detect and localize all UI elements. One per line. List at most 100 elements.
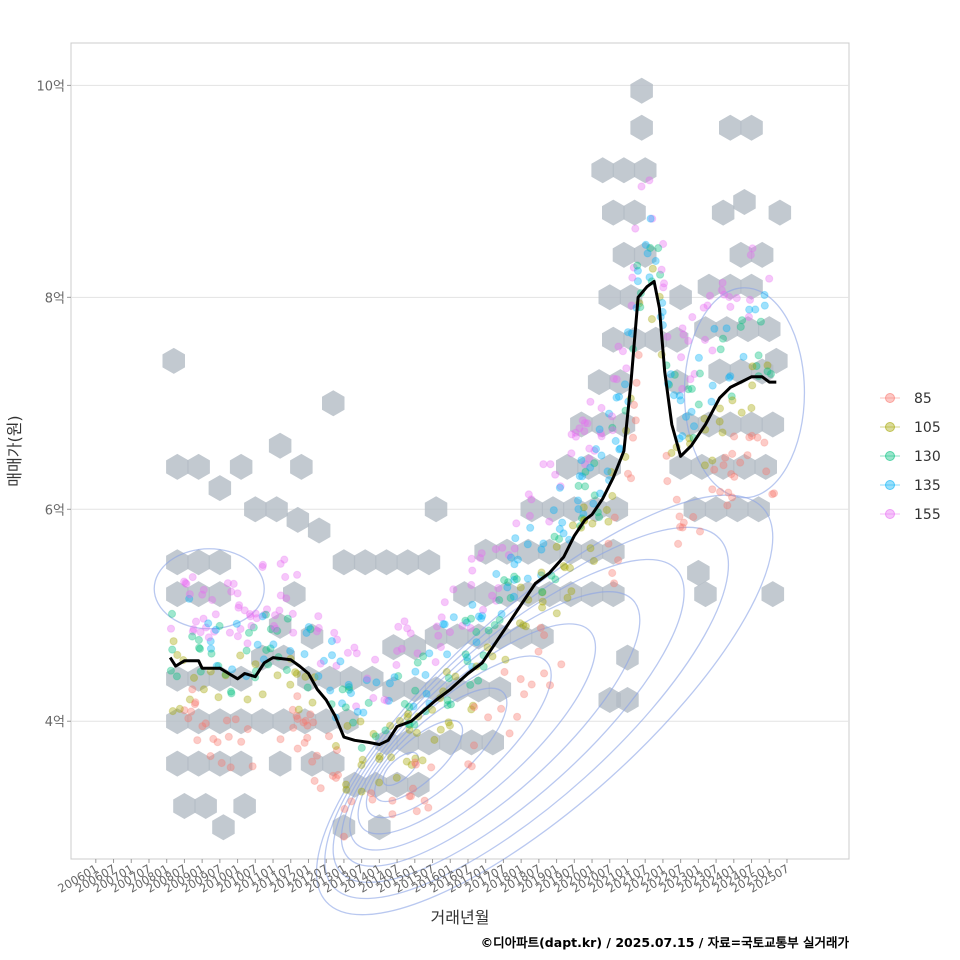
scatter-point bbox=[756, 317, 766, 326]
scatter-point bbox=[340, 804, 349, 814]
scatter-point bbox=[573, 496, 583, 505]
x-axis-ticks: 2006012006072007012007072008012008072009… bbox=[55, 859, 791, 896]
scatter-point bbox=[559, 529, 568, 538]
scatter-point bbox=[299, 718, 308, 727]
scatter-point bbox=[201, 623, 211, 632]
scatter-point bbox=[610, 513, 619, 522]
scatter-point bbox=[206, 644, 216, 653]
scatter-point bbox=[679, 330, 688, 339]
scatter-point bbox=[166, 624, 176, 633]
scatter-point bbox=[362, 676, 371, 685]
scatter-point bbox=[404, 709, 413, 719]
scatter-point bbox=[678, 523, 687, 532]
scatter-point bbox=[419, 652, 428, 661]
scatter-point bbox=[286, 646, 295, 656]
scatter-point bbox=[745, 433, 754, 442]
hexbin-cell bbox=[697, 411, 721, 438]
scatter-point bbox=[469, 701, 478, 710]
scatter-point bbox=[708, 456, 717, 465]
scatter-point bbox=[266, 625, 275, 634]
hexbin-cell bbox=[166, 750, 189, 777]
scatter-point bbox=[273, 671, 282, 680]
scatter-point bbox=[730, 472, 739, 481]
scatter-point bbox=[328, 771, 337, 781]
scatter-point bbox=[303, 721, 312, 730]
scatter-point bbox=[461, 616, 470, 625]
scatter-point bbox=[289, 628, 298, 637]
scatter-point bbox=[571, 428, 580, 437]
scatter-point bbox=[198, 590, 207, 599]
scatter-point bbox=[586, 544, 595, 553]
scatter-point bbox=[357, 743, 366, 753]
scatter-point bbox=[768, 490, 777, 499]
scatter-point bbox=[204, 619, 213, 628]
scatter-point bbox=[567, 449, 576, 458]
scatter-point bbox=[708, 346, 717, 355]
scatter-point bbox=[181, 578, 190, 588]
hexbin-cell bbox=[212, 814, 235, 841]
scatter-point bbox=[436, 725, 445, 734]
scatter-point bbox=[182, 579, 191, 589]
scatter-point bbox=[686, 375, 695, 384]
scatter-point bbox=[748, 381, 757, 390]
hexbin-cell bbox=[630, 77, 653, 104]
scatter-point bbox=[451, 672, 460, 681]
scatter-point bbox=[710, 324, 719, 333]
scatter-point bbox=[631, 224, 640, 233]
scatter-point bbox=[249, 623, 258, 632]
scatter-point bbox=[306, 710, 315, 719]
scatter-point bbox=[384, 696, 393, 705]
scatter-point bbox=[242, 646, 251, 655]
scatter-point bbox=[708, 485, 717, 494]
hexbin-cell bbox=[314, 708, 338, 735]
scatter-point bbox=[180, 706, 189, 715]
density-contour bbox=[357, 655, 552, 835]
scatter-point bbox=[191, 617, 201, 626]
scatter-point bbox=[310, 776, 319, 786]
scatter-point bbox=[312, 751, 321, 760]
scatter-point bbox=[597, 403, 606, 413]
scatter-point bbox=[353, 707, 362, 716]
scatter-point bbox=[560, 563, 569, 572]
density-contour bbox=[315, 494, 774, 916]
scatter-point bbox=[659, 239, 668, 249]
scatter-point bbox=[629, 400, 639, 409]
scatter-point bbox=[208, 595, 217, 605]
scatter-point bbox=[575, 424, 584, 433]
hexbin-cell bbox=[382, 676, 405, 703]
scatter-point bbox=[462, 618, 471, 627]
scatter-point bbox=[643, 249, 652, 258]
scatter-point bbox=[520, 690, 529, 699]
hexbin-cell bbox=[563, 496, 586, 523]
scatter-point bbox=[540, 631, 549, 640]
scatter-point bbox=[509, 592, 519, 601]
scatter-point bbox=[188, 632, 197, 641]
scatter-point bbox=[539, 460, 548, 469]
scatter-point bbox=[659, 279, 669, 288]
scatter-point bbox=[189, 673, 199, 683]
scatter-point bbox=[168, 645, 177, 654]
scatter-point bbox=[271, 624, 280, 633]
hexbin-cell bbox=[300, 623, 324, 650]
scatter-point bbox=[488, 591, 497, 600]
scatter-point bbox=[504, 578, 513, 587]
scatter-point bbox=[618, 347, 628, 356]
scatter-point bbox=[437, 613, 446, 622]
hexbin-cell bbox=[711, 453, 735, 480]
scatter-point bbox=[725, 373, 734, 382]
hexbin-cell bbox=[233, 793, 256, 819]
scatter-point bbox=[327, 651, 337, 660]
scatter-point bbox=[198, 722, 207, 731]
hexbin-cell bbox=[612, 411, 636, 438]
scatter-point bbox=[375, 752, 384, 761]
scatter-point bbox=[273, 626, 282, 636]
scatter-point bbox=[622, 364, 631, 373]
scatter-point bbox=[234, 603, 243, 612]
scatter-point bbox=[383, 696, 392, 706]
hexbin-cell bbox=[633, 241, 657, 268]
scatter-point bbox=[463, 657, 472, 666]
density-contour bbox=[324, 526, 730, 900]
hexbin-cell bbox=[396, 549, 419, 576]
scatter-point bbox=[199, 685, 208, 694]
hexbin-cell bbox=[719, 114, 742, 141]
